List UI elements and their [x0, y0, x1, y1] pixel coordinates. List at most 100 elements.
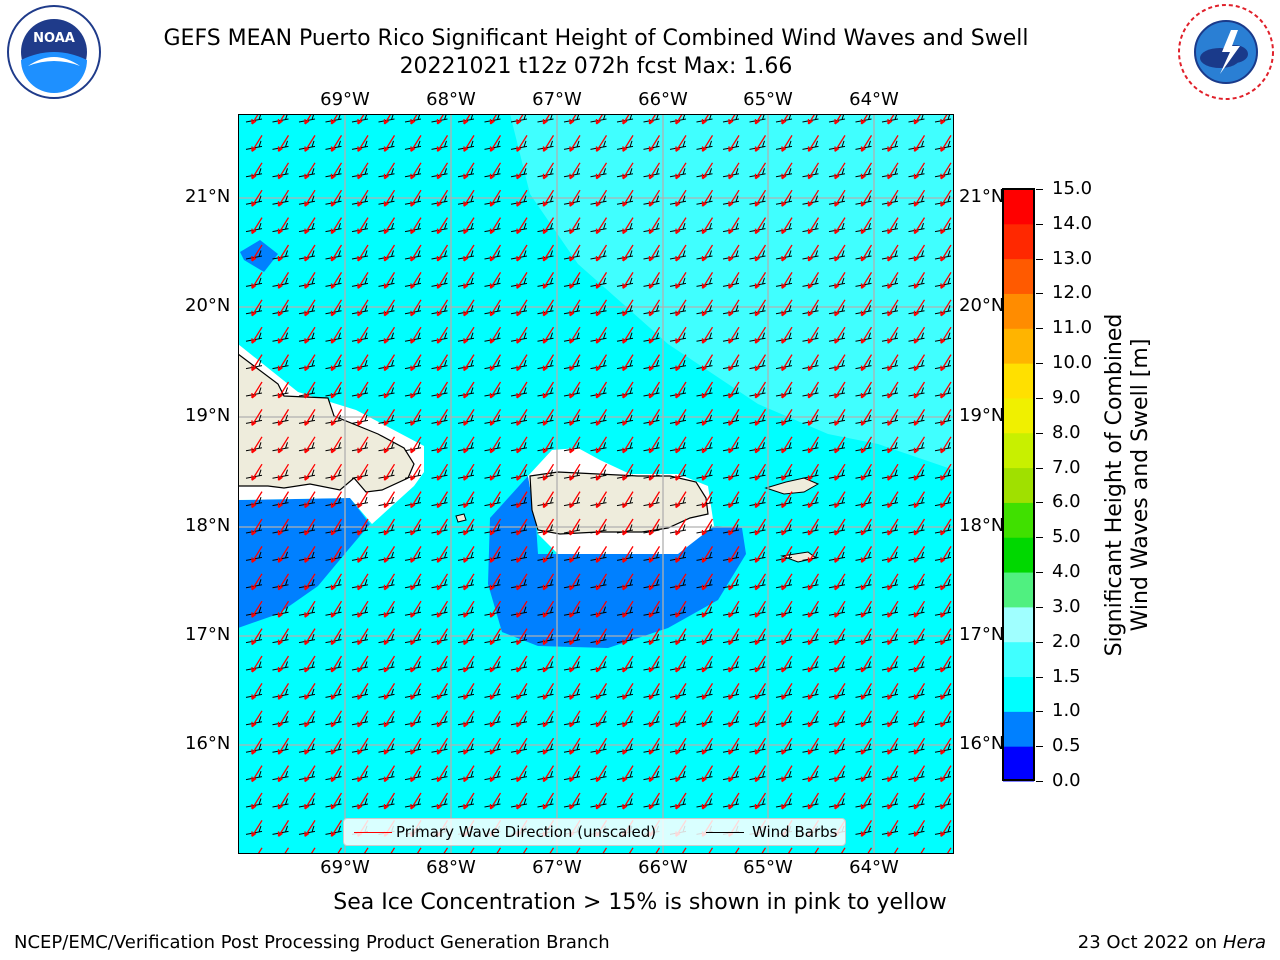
- wave-direction-arrow: [781, 765, 793, 783]
- wave-direction-arrow: [277, 683, 290, 700]
- wave-direction-arrow: [251, 299, 263, 317]
- wave-direction-arrow: [304, 573, 316, 591]
- wave-direction-arrow: [728, 765, 740, 783]
- wave-direction-arrow: [489, 381, 502, 399]
- colorbar-tick-mark: [1036, 676, 1043, 678]
- wave-direction-arrow: [754, 135, 767, 152]
- wave-direction-arrow: [516, 244, 528, 262]
- wave-direction-arrow: [675, 354, 687, 372]
- wave-direction-arrow: [330, 820, 343, 837]
- wave-direction-arrow: [913, 628, 926, 646]
- wave-direction-arrow: [516, 683, 528, 700]
- wave-direction-arrow: [277, 491, 290, 509]
- wave-direction-arrow: [463, 299, 475, 317]
- wave-direction-arrow: [410, 491, 422, 509]
- wave-direction-arrow: [489, 546, 502, 563]
- wave-direction-arrow: [913, 463, 926, 481]
- wave-direction-arrow: [277, 162, 290, 180]
- wave-direction-arrow: [781, 326, 793, 344]
- wave-direction-arrow: [807, 710, 820, 728]
- wave-direction-arrow: [701, 600, 714, 618]
- wave-direction-arrow: [648, 162, 661, 180]
- wave-direction-arrow: [595, 354, 608, 372]
- wave-direction-arrow: [383, 600, 396, 618]
- wave-height-map: [238, 114, 954, 854]
- wave-direction-arrow: [463, 546, 475, 563]
- wave-direction-arrow: [754, 114, 763, 125]
- wave-direction-arrow: [781, 518, 793, 536]
- wave-direction-arrow: [860, 792, 873, 810]
- wave-direction-arrow: [754, 189, 767, 207]
- colorbar-cell: [1003, 711, 1034, 747]
- wave-direction-arrow: [410, 436, 422, 454]
- wave-direction-arrow: [463, 436, 475, 454]
- wave-direction-arrow: [436, 792, 449, 810]
- wave-direction-arrow: [277, 244, 290, 262]
- colorbar-cell: [1003, 397, 1034, 434]
- lat-right-20n: 20°N: [959, 295, 1005, 316]
- colorbar-tick-label: 2.0: [1052, 630, 1081, 652]
- wave-direction-arrow: [754, 381, 767, 399]
- wave-direction-arrow: [463, 573, 475, 591]
- colorbar-tick-label: 3.0: [1052, 595, 1081, 617]
- wave-direction-arrow: [410, 737, 422, 755]
- wave-direction-arrow: [436, 518, 449, 536]
- wave-direction-arrow: [648, 244, 661, 262]
- wave-direction-arrow: [489, 600, 502, 618]
- wave-direction-arrow: [913, 710, 926, 728]
- wave-direction-arrow: [330, 491, 343, 509]
- wave-direction-arrow: [516, 573, 528, 591]
- sea-ice-note: Sea Ice Concentration > 15% is shown in …: [333, 890, 947, 915]
- colorbar-tick-label: 1.5: [1052, 665, 1081, 687]
- wave-direction-arrow: [569, 436, 581, 454]
- wave-direction-arrow: [330, 189, 343, 207]
- wave-direction-arrow: [569, 114, 578, 125]
- wind-barb-swatch: [706, 832, 744, 833]
- wave-direction-arrow: [675, 546, 687, 563]
- wave-direction-arrow: [251, 628, 263, 646]
- wave-direction-arrow: [781, 710, 793, 728]
- wave-direction-arrow: [542, 272, 555, 289]
- wave-direction-arrow: [304, 409, 316, 426]
- wave-direction-arrow: [383, 546, 396, 563]
- wave-direction-arrow: [516, 381, 528, 399]
- wave-direction-arrow: [516, 628, 528, 646]
- wave-direction-arrow: [622, 491, 634, 509]
- wave-direction-arrow: [701, 491, 714, 509]
- wave-direction-arrow: [542, 737, 555, 755]
- wave-direction-arrow: [675, 491, 687, 509]
- lon-top-66w: 66°W: [638, 89, 688, 110]
- wave-direction-arrow: [622, 600, 634, 618]
- wave-direction-arrow: [887, 573, 899, 591]
- wave-direction-arrow: [277, 600, 290, 618]
- wave-direction-arrow: [304, 381, 316, 399]
- wave-direction-arrow: [595, 162, 608, 180]
- wave-direction-arrow: [701, 381, 714, 399]
- wave-direction-arrow: [569, 573, 581, 591]
- colorbar-tick-label: 7.0: [1052, 456, 1081, 478]
- wave-direction-arrow: [516, 217, 528, 235]
- wave-direction-arrow: [251, 491, 263, 509]
- wave-direction-arrow: [516, 326, 528, 344]
- wave-direction-arrow: [595, 244, 608, 262]
- wave-direction-arrow: [728, 189, 740, 207]
- wave-direction-arrow: [940, 114, 949, 125]
- wave-direction-arrow: [887, 655, 899, 673]
- wave-direction-arrow: [648, 463, 661, 481]
- wave-direction-arrow: [357, 792, 369, 810]
- wave-direction-arrow: [516, 655, 528, 673]
- wave-direction-arrow: [834, 244, 846, 262]
- colorbar-tick-label: 1.0: [1052, 700, 1081, 722]
- wave-direction-arrow: [728, 381, 740, 399]
- wave-direction-arrow: [648, 737, 661, 755]
- wave-direction-arrow: [277, 518, 290, 536]
- wave-direction-arrow: [622, 272, 634, 289]
- wave-direction-arrow: [542, 546, 555, 563]
- wave-direction-arrow: [601, 847, 608, 854]
- wave-direction-arrow: [489, 573, 502, 591]
- wave-direction-arrow: [469, 847, 475, 854]
- wave-direction-arrow: [489, 409, 502, 426]
- wave-direction-arrow: [489, 765, 502, 783]
- wave-direction-arrow: [834, 299, 846, 317]
- wave-direction-arrow: [701, 737, 714, 755]
